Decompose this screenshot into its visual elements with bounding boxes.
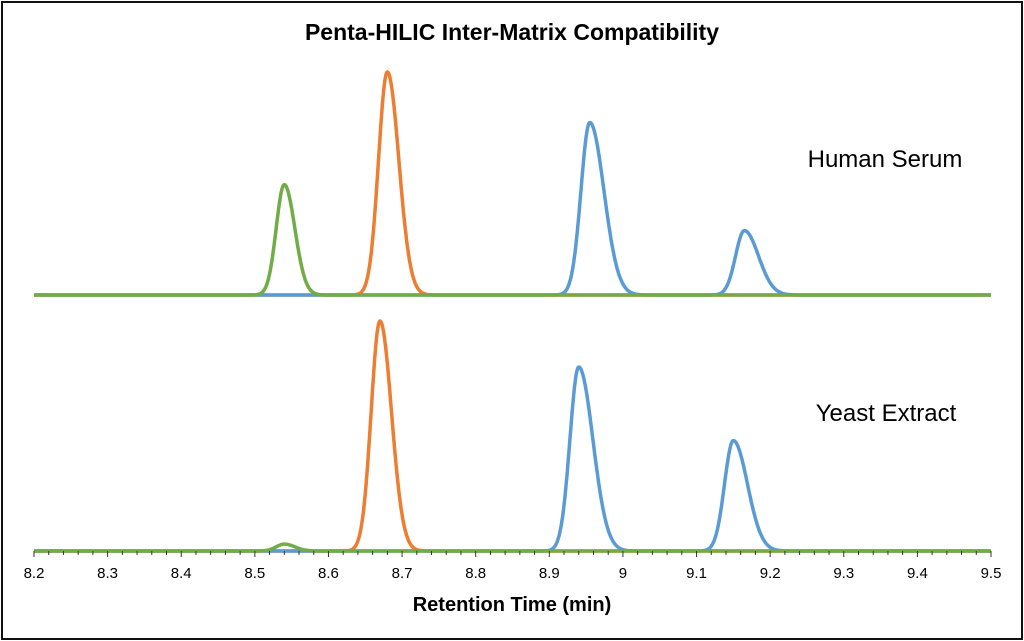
x-tick-label: 8.8 [465,565,486,582]
x-tick-label: 8.5 [244,565,265,582]
x-tick-label: 8.2 [24,565,45,582]
x-tick-label: 8.3 [97,565,118,582]
chart-title: Penta-HILIC Inter-Matrix Compatibility [305,19,719,45]
trace-blue-panel-2 [32,365,993,553]
x-tick-label: 9.5 [981,565,1002,582]
trace-green-panel-2 [32,542,993,553]
x-tick-label: 9.4 [907,565,928,582]
panel-label-human-serum: Human Serum [808,146,963,173]
trace-orange-panel-1 [32,70,993,297]
x-tick-label: 9 [619,565,627,582]
x-tick-label: 9.3 [833,565,854,582]
trace-green-panel-1 [32,182,993,297]
x-tick-label: 9.2 [760,565,781,582]
x-tick-label: 8.6 [318,565,339,582]
x-tick-label: 9.1 [686,565,707,582]
x-axis-label: Retention Time (min) [413,594,612,616]
x-tick-label: 8.4 [171,565,192,582]
x-tick-label: 8.7 [392,565,413,582]
x-tick-label: 8.9 [539,565,560,582]
panel-label-yeast-extract: Yeast Extract [816,400,957,427]
trace-orange-panel-2 [32,319,993,553]
